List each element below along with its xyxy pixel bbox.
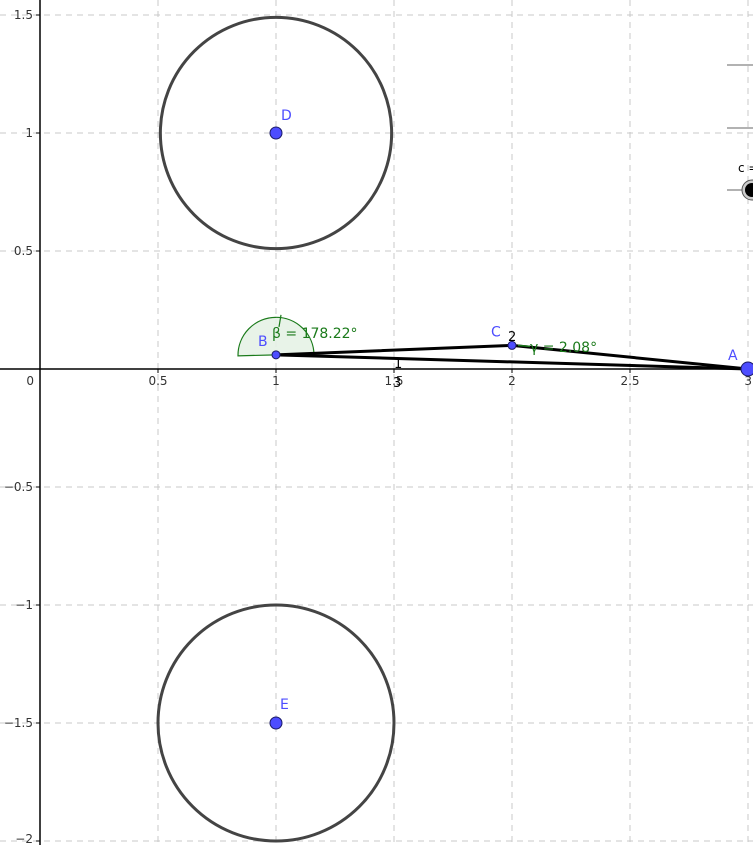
slider-c-handle[interactable] bbox=[745, 183, 753, 197]
x-tick-label: 2 bbox=[508, 374, 516, 388]
point-a[interactable] bbox=[740, 361, 753, 377]
slider-c[interactable]: c = bbox=[727, 64, 753, 201]
angle-beta-label: β = 178.22° bbox=[272, 326, 358, 342]
slider-c-label: c = bbox=[738, 161, 753, 175]
angle-beta-tick bbox=[278, 314, 282, 327]
y-tick-label: −0.5 bbox=[4, 480, 33, 494]
x-tick-label: 0.5 bbox=[148, 374, 167, 388]
angle-beta[interactable]: β = 178.22° bbox=[237, 314, 358, 357]
y-tick-label: −1 bbox=[15, 598, 33, 612]
point-c[interactable] bbox=[507, 340, 517, 350]
circles[interactable] bbox=[156, 15, 396, 843]
angle-beta-sector[interactable] bbox=[237, 316, 315, 357]
circle-e[interactable] bbox=[156, 603, 396, 843]
y-tick-label: 1 bbox=[25, 126, 33, 140]
x-tick-label: 1 bbox=[272, 374, 280, 388]
segment-bc-label: 2 bbox=[508, 330, 516, 345]
segment-ab-label: 1 bbox=[394, 357, 402, 372]
segment-ca[interactable] bbox=[510, 343, 750, 371]
point-e-label: E bbox=[280, 697, 289, 713]
segment-bc[interactable] bbox=[274, 343, 514, 357]
angle-gamma-label: γ = 2.08° bbox=[530, 340, 597, 356]
points[interactable]: A B C D E bbox=[258, 108, 753, 730]
x-tick-label: 2.5 bbox=[620, 374, 639, 388]
point-b[interactable] bbox=[271, 350, 281, 360]
point-b-label: B bbox=[258, 334, 268, 350]
x-tick-label: 0 bbox=[26, 374, 34, 388]
y-tick-label: 1.5 bbox=[14, 8, 33, 22]
x-tick-label: 1.5 bbox=[384, 374, 403, 388]
segment-extra-label: 3 bbox=[393, 376, 401, 391]
y-tick-label: 0.5 bbox=[14, 244, 33, 258]
point-c-label: C bbox=[491, 324, 501, 340]
angle-gamma[interactable]: γ = 2.08° bbox=[517, 340, 597, 356]
point-d-label: D bbox=[281, 108, 292, 124]
y-tick-label: −2 bbox=[15, 832, 33, 845]
segments[interactable] bbox=[274, 343, 750, 371]
point-e[interactable] bbox=[269, 716, 283, 730]
tick-labels: 0 0.5 1 1.5 2 2.5 31.510.5−0.5−1−1.5−2 bbox=[4, 8, 752, 845]
segment-ab[interactable] bbox=[274, 353, 750, 371]
x-tick-label: 3 bbox=[744, 374, 752, 388]
angle-gamma-tick bbox=[517, 344, 531, 348]
point-d[interactable] bbox=[269, 126, 283, 140]
circle-d[interactable] bbox=[158, 15, 394, 251]
point-a-label: A bbox=[728, 348, 738, 364]
y-tick-label: −1.5 bbox=[4, 716, 33, 730]
